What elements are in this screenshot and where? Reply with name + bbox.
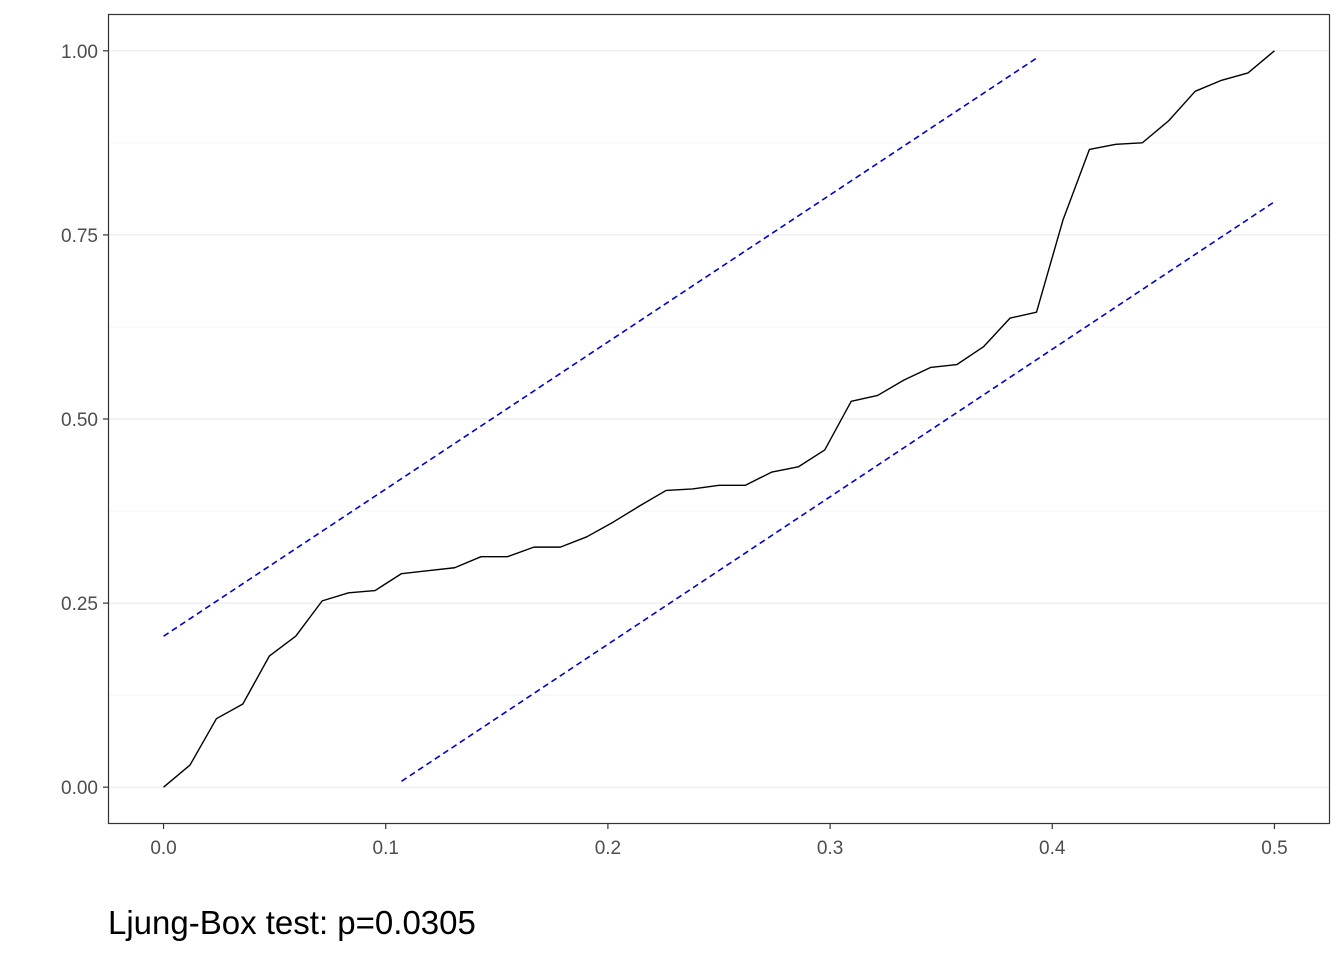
- y-tick-label: 0.00: [61, 778, 98, 799]
- y-tick-label: 0.75: [61, 226, 98, 247]
- plot-lines: [163, 50, 1275, 788]
- y-tick-label: 1.00: [61, 42, 98, 63]
- x-axis: 0.0 0.1 0.2 0.3 0.4 0.5: [150, 824, 1288, 859]
- y-tick-label: 0.25: [61, 594, 98, 615]
- x-tick-label: 0.3: [817, 838, 843, 859]
- dashed-bound-line-2: [401, 201, 1275, 782]
- y-tick-label: 0.50: [61, 410, 98, 431]
- x-tick-label: 0.4: [1039, 838, 1066, 859]
- minor-gridlines: [108, 142, 1330, 696]
- x-tick-label: 0.0: [150, 838, 176, 859]
- cumulative-periodogram-line: [163, 50, 1275, 788]
- x-tick-label: 0.5: [1261, 838, 1287, 859]
- major-gridlines: [108, 50, 1330, 788]
- x-tick-label: 0.1: [373, 838, 399, 859]
- y-axis: 0.00 0.25 0.50 0.75 1.00: [61, 42, 108, 799]
- panel-border: [107, 13, 1331, 825]
- chart-caption: Ljung-Box test: p=0.0305: [108, 904, 476, 941]
- dashed-bound-line-1: [163, 57, 1037, 637]
- x-tick-label: 0.2: [595, 838, 621, 859]
